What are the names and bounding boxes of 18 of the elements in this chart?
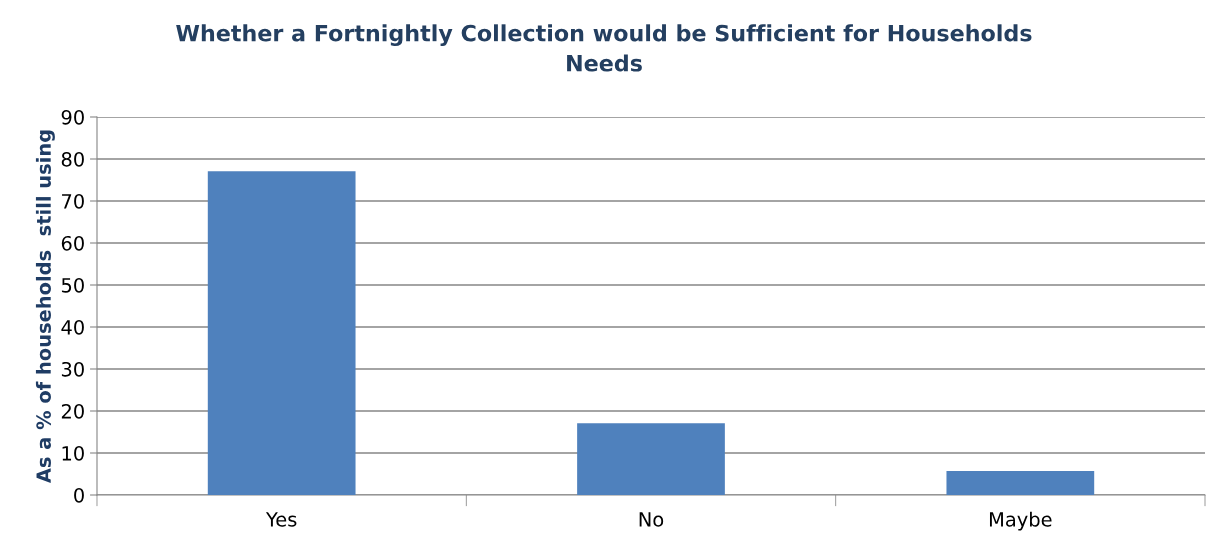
- y-tick-label: 90: [61, 109, 84, 125]
- y-tick-label: 20: [61, 403, 84, 419]
- bar: [577, 423, 725, 495]
- x-tick-label: Maybe: [989, 511, 1052, 531]
- bar: [946, 471, 1095, 495]
- y-tick-label: 80: [61, 151, 84, 167]
- y-tick-label: 50: [61, 277, 84, 293]
- chart-title: Whether a Fortnightly Collection would be Sufficient for Households Needs: [176, 24, 1032, 72]
- y-tick-label: 0: [74, 487, 84, 503]
- y-tick-label: 10: [62, 445, 84, 461]
- y-tick-label: 70: [62, 193, 84, 209]
- x-tick-label: Yes: [265, 512, 297, 527]
- y-tick-label: 40: [61, 319, 84, 335]
- bar: [207, 171, 356, 495]
- y-tick-label: 30: [61, 361, 84, 377]
- y-tick-label: 60: [61, 235, 84, 251]
- y-axis-title: As a % of households still using: [35, 130, 55, 484]
- x-tick-label: No: [639, 512, 664, 527]
